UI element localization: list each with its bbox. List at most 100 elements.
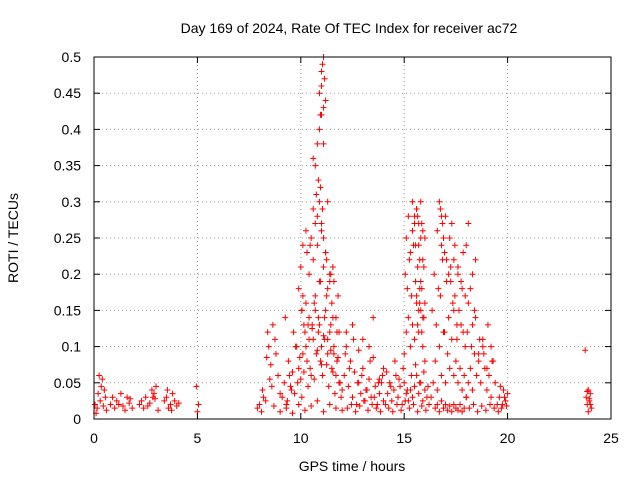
data-point [401, 350, 408, 357]
data-point [447, 263, 454, 270]
data-point [436, 408, 443, 415]
data-point [336, 379, 343, 386]
data-point [313, 191, 320, 198]
data-point [287, 383, 294, 390]
data-point [417, 278, 424, 285]
data-point [447, 278, 454, 285]
data-point [437, 206, 444, 213]
data-point [365, 407, 372, 414]
data-point [475, 358, 482, 365]
data-point [122, 407, 129, 414]
data-point [327, 321, 334, 328]
data-point [314, 242, 321, 249]
data-point [325, 383, 332, 390]
data-point [315, 314, 322, 321]
data-point [326, 401, 333, 408]
data-point [331, 390, 338, 397]
data-point [408, 372, 415, 379]
data-point [333, 329, 340, 336]
data-point [403, 235, 410, 241]
data-point [380, 397, 387, 404]
data-point [420, 368, 427, 375]
data-point [417, 198, 424, 205]
data-point [98, 383, 105, 390]
data-point [317, 184, 324, 191]
data-point [436, 198, 443, 205]
data-point [318, 361, 325, 368]
data-point [297, 263, 304, 270]
data-point [454, 271, 461, 278]
data-point [419, 397, 426, 404]
data-point [167, 401, 174, 408]
data-point [353, 401, 360, 408]
data-point [479, 343, 486, 350]
y-tick-label: 0.5 [62, 49, 82, 65]
data-point [312, 162, 319, 169]
data-point [499, 401, 506, 408]
data-point [483, 387, 490, 394]
data-point [393, 401, 400, 408]
data-point [462, 343, 469, 350]
data-point [389, 408, 396, 415]
data-point [358, 372, 365, 379]
data-point [300, 321, 307, 328]
data-point [424, 383, 431, 390]
data-point [320, 263, 327, 270]
data-point [164, 387, 171, 394]
data-point [349, 394, 356, 401]
data-point [446, 235, 453, 241]
data-point [316, 321, 323, 328]
x-tick-label: 10 [293, 430, 309, 446]
y-tick-label: 0.1 [62, 339, 82, 355]
data-point [444, 350, 451, 357]
data-point [398, 407, 405, 414]
data-point [92, 401, 99, 408]
data-point [440, 405, 447, 412]
data-point [406, 256, 413, 263]
data-point [491, 405, 498, 412]
x-axis-label: GPS time / hours [299, 458, 406, 474]
data-point [305, 383, 312, 390]
data-point [441, 249, 448, 256]
data-point [454, 407, 461, 414]
data-point [271, 336, 278, 343]
data-point [461, 405, 468, 412]
data-point [452, 358, 459, 365]
data-point [349, 321, 356, 328]
data-point [321, 314, 328, 321]
data-point [308, 372, 315, 379]
data-point [376, 390, 383, 397]
data-point [421, 300, 428, 307]
data-point [168, 407, 175, 414]
y-tick-label: 0.2 [62, 266, 82, 282]
data-point [477, 379, 484, 386]
data-point [127, 395, 134, 402]
data-point [402, 397, 409, 404]
data-point [323, 256, 330, 263]
data-point [289, 368, 296, 375]
data-point [431, 271, 438, 278]
data-point [584, 388, 591, 395]
data-point [286, 372, 293, 379]
data-point [288, 387, 295, 394]
x-tick-label: 0 [90, 430, 98, 446]
data-point [268, 383, 275, 390]
data-point [414, 263, 421, 270]
data-point [376, 376, 383, 383]
data-point [450, 372, 457, 379]
data-point [195, 401, 202, 408]
data-point [409, 198, 416, 205]
data-point [442, 401, 449, 408]
data-point [402, 271, 409, 278]
data-point [471, 307, 478, 314]
data-point [124, 394, 131, 401]
data-point [318, 220, 325, 227]
data-point [377, 408, 384, 415]
data-point [316, 126, 323, 133]
data-point [421, 387, 428, 394]
data-point [465, 379, 472, 386]
data-point [291, 390, 298, 397]
data-point [448, 220, 455, 227]
data-point [582, 347, 589, 354]
data-point [320, 408, 327, 415]
